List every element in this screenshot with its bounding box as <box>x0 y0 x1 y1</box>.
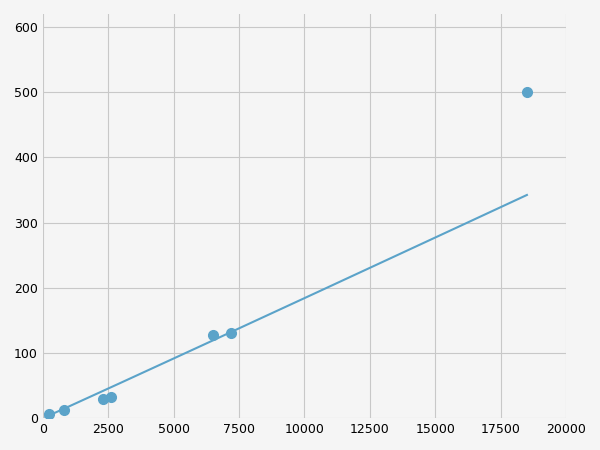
Point <box>59 407 68 414</box>
Point <box>106 393 116 400</box>
Point <box>98 395 108 402</box>
Point <box>522 89 532 96</box>
Point <box>44 410 54 417</box>
Point <box>226 330 236 337</box>
Point <box>208 331 218 338</box>
